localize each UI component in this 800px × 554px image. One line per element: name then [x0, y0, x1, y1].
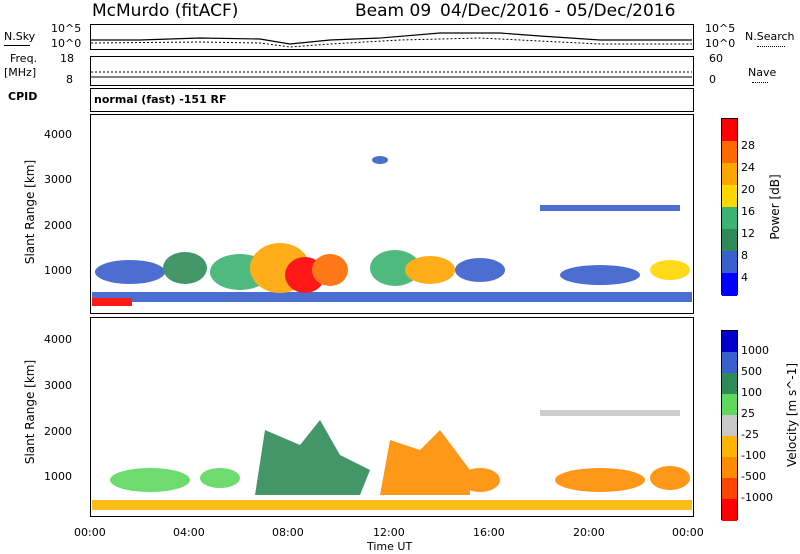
velocity-blob: [200, 468, 240, 488]
velocity-ytick-4000: 4000: [44, 333, 72, 346]
power-blob: [163, 252, 207, 284]
nave-bot: 0: [709, 73, 716, 86]
cpid-panel: [90, 88, 694, 112]
xtick-0400: 04:00: [173, 526, 205, 539]
noise-top-right: 10^5: [705, 22, 736, 35]
nave-label: Nave: [748, 66, 777, 79]
velocity-cb-seg: [722, 394, 737, 415]
velocity-cb-tick-1000: 1000: [741, 344, 769, 357]
power-blob: [312, 254, 348, 286]
power-low-band: [92, 292, 692, 302]
nsearch-legend-line: [757, 46, 785, 47]
freq-label: Freq.: [10, 52, 38, 65]
power-cb-tick-8: 8: [741, 249, 748, 262]
velocity-cb-seg: [722, 499, 737, 521]
velocity-ytick-3000: 3000: [44, 379, 72, 392]
velocity-cb-seg: [722, 373, 737, 394]
power-cb-tick-24: 24: [741, 161, 755, 174]
velocity-blob: [380, 430, 470, 495]
velocity-blob: [110, 468, 190, 492]
velocity-blob: [255, 420, 370, 495]
xtick-0000: 00:00: [74, 526, 106, 539]
power-cb-seg: [722, 185, 737, 207]
noise-top-left: 10^5: [51, 22, 82, 35]
velocity-cb-tick-neg500: -500: [741, 470, 766, 483]
power-cb-seg: [722, 119, 737, 141]
velocity-upper-band: [540, 410, 680, 416]
velocity-cb-seg: [722, 457, 737, 478]
velocity-cb-tick-neg100: -100: [741, 449, 766, 462]
velocity-cb-seg: [722, 352, 737, 373]
power-blob: [370, 250, 420, 286]
xtick-0800: 08:00: [272, 526, 304, 539]
velocity-cb-tick-25: 25: [741, 407, 755, 420]
freq-unit: [MHz]: [4, 66, 37, 79]
power-low-band-red: [92, 298, 132, 306]
cpid-text: normal (fast) -151 RF: [94, 93, 227, 106]
velocity-cb-tick-500: 500: [741, 365, 762, 378]
velocity-scatter: [92, 410, 692, 510]
velocity-cb-tick-100: 100: [741, 386, 762, 399]
freq-nave-panel: [90, 56, 694, 86]
cpid-label: CPID: [8, 90, 38, 103]
velocity-cb-seg: [722, 415, 737, 436]
power-scatter: [92, 156, 692, 306]
power-cb-seg: [722, 207, 737, 229]
power-colorbar: [721, 118, 738, 296]
nsearch-label: N.Search: [745, 30, 795, 43]
velocity-ytick-1000: 1000: [44, 470, 72, 483]
velocity-blob: [555, 468, 645, 492]
power-blob: [455, 258, 505, 282]
noise-bot-left: 10^0: [51, 37, 82, 50]
date-range: 04/Dec/2016 - 05/Dec/2016: [440, 1, 676, 21]
power-cb-seg: [722, 163, 737, 185]
freq-top: 18: [60, 52, 74, 65]
power-blob: [95, 260, 165, 284]
power-cb-tick-12: 12: [741, 227, 755, 240]
velocity-cb-tick-neg1000: -1000: [741, 491, 773, 504]
noise-bot-right: 10^0: [705, 37, 736, 50]
power-cb-seg: [722, 141, 737, 163]
power-ytick-3000: 3000: [44, 173, 72, 186]
power-blob: [650, 260, 690, 280]
power-upper-band: [540, 205, 680, 211]
power-blob: [372, 156, 388, 164]
power-ytick-1000: 1000: [44, 264, 72, 277]
nave-legend-line: [752, 82, 768, 83]
nsky-legend-line: [4, 45, 30, 46]
power-cb-seg: [722, 273, 737, 296]
power-blob: [405, 256, 455, 284]
velocity-cb-tick-neg25: -25: [741, 428, 759, 441]
velocity-blob: [650, 466, 690, 490]
xtick-1200: 12:00: [373, 526, 405, 539]
power-cb-tick-20: 20: [741, 183, 755, 196]
velocity-colorbar: [721, 330, 738, 521]
velocity-ytick-2000: 2000: [44, 425, 72, 438]
xtick-2000: 20:00: [573, 526, 605, 539]
velocity-blob: [460, 468, 500, 492]
power-ytick-4000: 4000: [44, 128, 72, 141]
velocity-cb-seg: [722, 331, 737, 352]
power-cb-seg: [722, 251, 737, 273]
power-cb-tick-4: 4: [741, 271, 748, 284]
velocity-low-band: [92, 500, 692, 510]
power-cb-tick-16: 16: [741, 205, 755, 218]
station-title: McMurdo (fitACF): [92, 1, 239, 21]
velocity-cb-seg: [722, 436, 737, 457]
power-cb-seg: [722, 229, 737, 251]
freq-bot: 8: [66, 73, 73, 86]
power-cb-tick-28: 28: [741, 139, 755, 152]
power-blob: [560, 265, 640, 285]
nsearch-trace: [90, 37, 692, 48]
nave-top: 60: [709, 52, 723, 65]
xtick-2400: 00:00: [672, 526, 704, 539]
beam-label: Beam 09: [355, 1, 432, 21]
nsky-label: N.Sky: [4, 30, 36, 43]
xtick-1600: 16:00: [473, 526, 505, 539]
xaxis-label: Time UT: [367, 540, 413, 553]
nsky-trace: [91, 32, 692, 45]
power-ytick-2000: 2000: [44, 219, 72, 232]
velocity-cb-seg: [722, 478, 737, 499]
